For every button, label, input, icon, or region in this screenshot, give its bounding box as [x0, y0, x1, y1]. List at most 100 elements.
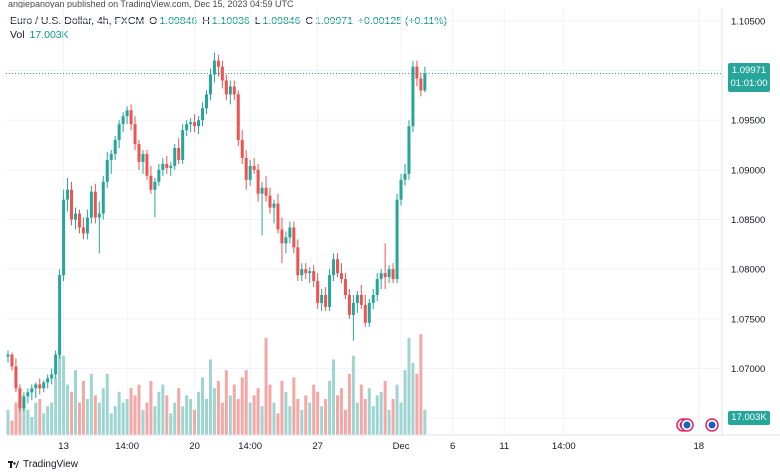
candle-body: [280, 229, 284, 244]
candle-body: [117, 124, 121, 141]
volume-bar: [419, 334, 423, 435]
candle-body: [38, 384, 42, 389]
candle-body: [149, 175, 153, 190]
volume-bar: [169, 413, 173, 435]
candle-body: [300, 269, 304, 276]
candle-body: [359, 294, 363, 305]
volume-bar: [205, 399, 208, 435]
volume-bar: [383, 381, 387, 435]
candle-body: [419, 78, 423, 91]
volume-bar: [34, 402, 38, 435]
candle-body: [169, 165, 173, 168]
candle-body: [22, 396, 26, 409]
volume-bar: [22, 399, 26, 435]
candle-body: [316, 281, 320, 303]
time-tick-label: 6: [450, 441, 455, 452]
volume-bar: [18, 395, 22, 435]
candle-body: [113, 140, 117, 154]
candle-body: [101, 181, 105, 214]
volume-bar: [165, 395, 169, 435]
candle-body: [320, 294, 324, 303]
candle-body: [89, 191, 93, 218]
volume-bar: [101, 388, 105, 435]
volume-value: 17.003K: [29, 29, 69, 41]
chart-grid: [6, 8, 722, 435]
candle-body: [66, 189, 70, 200]
volume-bar: [125, 399, 129, 435]
volume-bar: [89, 373, 93, 435]
candle-body: [105, 159, 109, 182]
candle-body: [367, 302, 371, 323]
candle-body: [26, 392, 30, 397]
candle-body: [10, 354, 14, 367]
volume-bar: [137, 384, 141, 435]
volume-bar: [77, 402, 81, 435]
candle-body: [244, 157, 248, 180]
volume-bar: [355, 402, 359, 435]
candle-body: [6, 354, 10, 357]
time-tick-label: 11: [499, 441, 509, 452]
tradingview-footer: TradingView: [8, 459, 78, 470]
time-tick-label: 27: [312, 441, 323, 452]
volume-bar: [193, 409, 197, 435]
volume-bar: [256, 388, 260, 435]
candle-body: [351, 302, 355, 315]
volume-bar: [236, 399, 240, 435]
volume-bar: [232, 384, 236, 435]
volume-label[interactable]: Vol: [10, 29, 25, 41]
volume-bar: [145, 402, 149, 435]
price-tick-label: 1.07000: [731, 364, 765, 375]
volume-bar: [252, 395, 256, 435]
last-price-value: 1.09971: [731, 65, 767, 76]
volume-bar: [109, 413, 113, 435]
volume-bar: [272, 402, 276, 435]
candle-body: [121, 116, 125, 125]
volume-bar: [248, 402, 252, 435]
candle-body: [18, 388, 22, 409]
time-tick-label: 14:00: [552, 441, 576, 452]
volume-bar: [351, 355, 355, 435]
volume-bar: [149, 381, 153, 435]
candle-body: [93, 191, 97, 218]
volume-bar: [244, 370, 248, 435]
volume-bar: [201, 377, 205, 435]
volume-bar: [14, 402, 18, 435]
candle-body: [228, 86, 232, 95]
volume-bar: [133, 395, 137, 435]
volume-bar: [403, 370, 407, 435]
volume-bar: [197, 391, 201, 435]
candle-body: [260, 187, 264, 194]
candle-body: [42, 382, 46, 389]
volume-bar: [240, 377, 244, 435]
candlesticks: [6, 52, 427, 413]
candle-body: [224, 80, 228, 95]
candle-body: [423, 73, 427, 91]
volume-bar: [423, 409, 427, 435]
volume-bar: [58, 337, 62, 435]
volume-bar: [54, 377, 58, 435]
candle-body: [54, 354, 58, 375]
candle-body: [201, 108, 205, 121]
candle-body: [256, 169, 260, 194]
candle-body: [276, 203, 280, 230]
volume-bar: [363, 399, 367, 435]
candle-body: [403, 173, 407, 180]
time-tick-label: 13: [58, 441, 69, 452]
candle-body: [343, 279, 347, 295]
candle-body: [387, 269, 391, 278]
candle-body: [328, 275, 332, 307]
last-price-tag: 1.09971 01:01:00: [728, 63, 770, 92]
volume-bar: [129, 388, 133, 435]
price-tick-label: 1.09000: [731, 165, 765, 176]
time-tick-label: 18: [693, 441, 704, 452]
event-marker-dot: [708, 421, 716, 429]
volume-bar: [121, 402, 125, 435]
volume-bar: [268, 384, 272, 435]
volume-bar: [30, 417, 34, 435]
volume-bar: [42, 413, 46, 435]
candle-body: [193, 122, 197, 127]
brand-name[interactable]: TradingView: [23, 459, 79, 470]
volume-bar: [85, 399, 89, 435]
volume-bars: [6, 334, 427, 435]
